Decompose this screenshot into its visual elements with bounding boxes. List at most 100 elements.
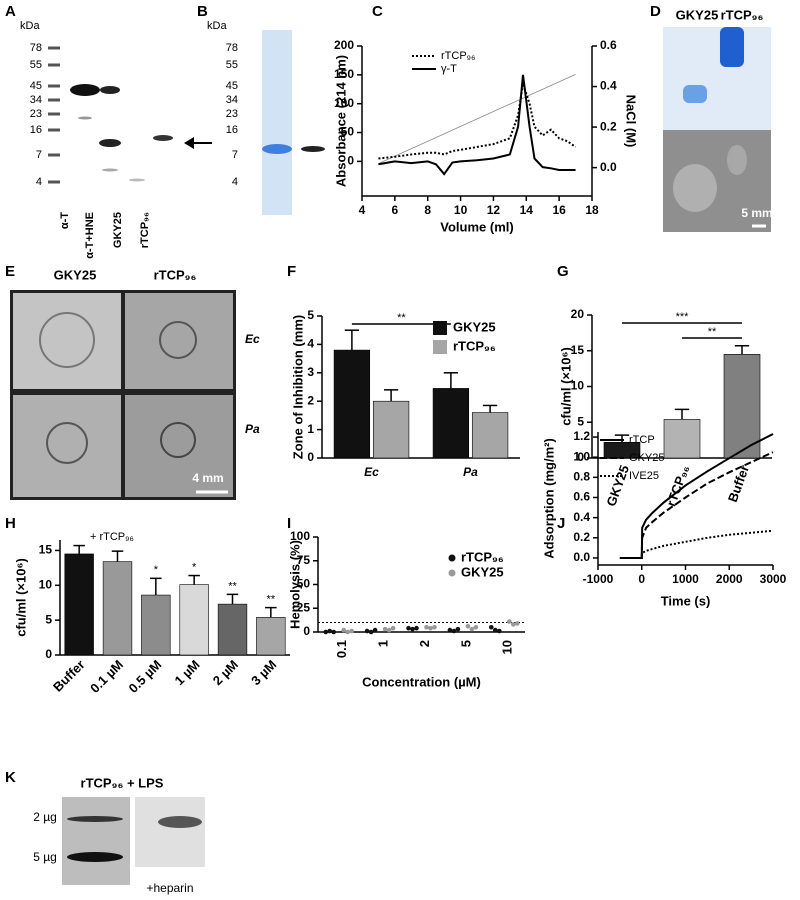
y-tick-label: 0 [45,647,52,661]
y-tick-label: 150 [334,67,354,81]
gel-image [62,797,130,885]
x-tick-label: rTCP₉₆ [663,463,692,508]
significance-label: ** [708,326,717,338]
x-tick-label: 16 [552,203,566,217]
band [99,139,121,147]
y-tick-label: 0.8 [573,470,590,484]
x-tick-label: GKY25 [603,463,632,508]
series-line [619,451,774,559]
marker-label: 4 [36,176,42,188]
x-tick-label: 14 [520,203,534,217]
y2-axis-title: NaCl (M) [624,95,639,148]
marker-label: 45 [30,80,42,92]
panel-label: A [5,3,16,20]
marker-label: 7 [36,149,42,161]
band [67,816,123,822]
y-tick-label: 50 [341,125,355,139]
legend-swatch [433,321,447,335]
y-tick-label: 100 [334,96,354,110]
gel-image [135,797,205,867]
band [129,178,145,182]
x-tick-label: 2 [417,640,432,647]
x-tick-label: 1 [376,640,391,647]
marker-band [48,153,60,157]
y-tick-label: 10 [571,379,585,393]
significance-star: * [154,564,159,576]
band [70,84,100,96]
data-point [331,629,337,635]
y-tick-label: 200 [334,38,354,52]
x-tick-label: Buffer [50,657,88,695]
marker-label: 34 [30,94,42,106]
unit-label: kDa [207,20,227,32]
bar [102,561,133,656]
gel-a [70,84,212,182]
y-tick-label: 50 [297,577,311,591]
data-point [327,628,333,634]
x-tick-label: 5 [458,640,473,647]
data-point [511,622,516,627]
y-tick-label: 0.2 [573,530,590,544]
significance-star: ** [267,594,276,606]
panel-label: C [372,3,383,20]
bar [723,354,761,459]
panel-label: G [557,263,569,280]
y-tick-label: 0 [307,450,314,464]
legend-label: rTCP₉₆ [441,50,475,62]
gradient-line [378,74,576,164]
significance-star: ** [228,580,237,592]
column-label: GKY25 [54,267,97,282]
marker-label: 55 [30,59,42,71]
band [102,168,118,172]
legend-label: GKY25 [629,452,664,464]
y-tick-label: 20 [571,307,585,321]
lane-label: rTCP₉₆ [139,212,151,248]
zone-ring [39,312,95,368]
series-line [378,74,576,176]
y-tick-label: 15 [39,543,53,557]
data-point [451,628,457,634]
data-point [465,624,471,629]
bar [471,412,509,459]
band [153,135,173,141]
significance-star: * [192,561,197,573]
legend-swatch [448,569,456,577]
plate-image [125,293,233,389]
data-point [341,627,347,633]
lane-label: α-T+HNE [84,212,96,259]
legend-label: GKY25 [453,319,496,334]
row-label: Pa [245,422,260,436]
marker-band [48,84,60,88]
significance-label: ** [397,312,406,324]
legend-label: rTCP₉₆ [453,338,496,353]
band [158,816,202,828]
bar [141,594,171,656]
gel-image [663,27,771,130]
band [301,146,325,152]
y-tick-label: 1.0 [573,449,590,463]
row-label: 2 µg [33,810,57,824]
x-tick-label: Buffer [725,463,752,504]
x-tick-label: 6 [392,203,399,217]
plate-image [13,395,121,497]
data-point [382,626,388,632]
series-line [378,83,577,160]
marker-label: 16 [226,124,238,136]
x-tick-label: 4 [359,203,366,217]
marker-label: 4 [232,176,238,188]
marker-label: 78 [226,42,238,54]
column-label: GKY25 [676,7,719,22]
data-point [390,625,396,631]
y-axis-title: Adsorption (mg/m²) [541,438,556,559]
column-label: rTCP₉₆ [721,7,764,22]
marker-label: 23 [30,108,42,120]
y-tick-label: 5 [577,414,584,428]
plate-image [125,395,233,497]
x-tick-label: 3 µM [248,657,279,688]
y-axis-title: Zone of Inhibition (mm) [290,315,305,459]
x-tick-label: 18 [585,203,599,217]
y-axis-title: Absorbance (214 nm) [333,55,348,187]
panel-label: H [5,515,16,532]
y-tick-label: 0.6 [600,38,617,52]
x-tick-label: 0.1 µM [87,657,126,696]
